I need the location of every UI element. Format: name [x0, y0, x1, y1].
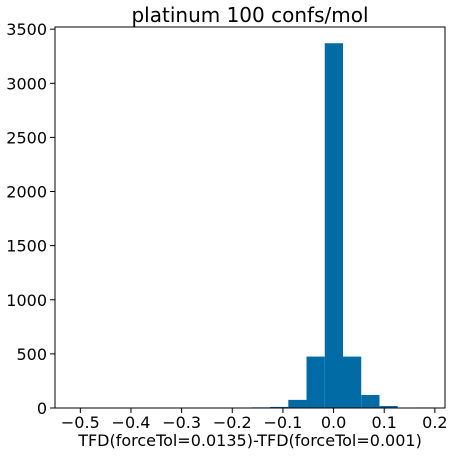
histogram-bar-14 [324, 43, 343, 409]
x-axis-label: TFD(forceTol=0.0135)-TFD(forceTol=0.001) [77, 431, 422, 450]
x-tick-label-5: 0.0 [321, 413, 346, 432]
x-tick-label-0: −0.5 [61, 413, 100, 432]
y-tick-label-2: 1000 [6, 291, 47, 310]
histogram-bar-12 [288, 399, 307, 408]
x-tick-label-2: −0.3 [162, 413, 201, 432]
histogram-bars [69, 43, 435, 409]
y-tick-label-5: 2500 [6, 128, 47, 147]
y-tick-label-3: 1500 [6, 237, 47, 256]
x-tick-label-6: 0.1 [371, 413, 396, 432]
chart-title: platinum 100 confs/mol [131, 3, 368, 27]
x-tick-label-3: −0.2 [213, 413, 252, 432]
histogram-bar-17 [379, 406, 398, 408]
x-tick-label-7: 0.2 [422, 413, 447, 432]
y-tick-label-0: 0 [37, 399, 47, 418]
y-tick-label-6: 3000 [6, 74, 47, 93]
histogram-bar-13 [306, 356, 325, 408]
x-axis-ticks: −0.5 −0.4 −0.3 −0.2 −0.1 0.0 0.1 0.2 [61, 408, 448, 432]
y-tick-label-4: 2000 [6, 183, 47, 202]
y-axis-ticks: 0 500 1000 1500 2000 2500 3000 3500 [6, 20, 55, 418]
y-tick-label-1: 500 [16, 345, 47, 364]
y-tick-label-7: 3500 [6, 20, 47, 39]
x-tick-label-4: −0.1 [263, 413, 302, 432]
histogram-bar-11 [270, 406, 289, 408]
histogram-bar-15 [342, 356, 362, 408]
plot-frame [54, 26, 446, 409]
histogram-bar-16 [361, 395, 380, 408]
x-tick-label-1: −0.4 [112, 413, 151, 432]
